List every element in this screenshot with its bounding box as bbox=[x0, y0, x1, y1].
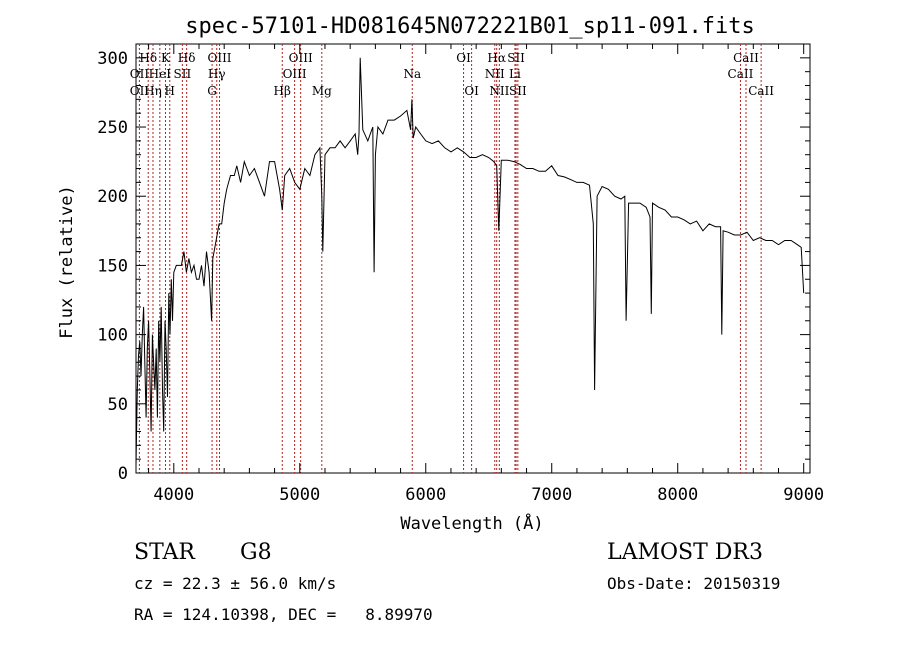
survey-name: LAMOST DR3 bbox=[607, 540, 763, 565]
coordinates: RA = 124.10398, DEC = 8.89970 bbox=[134, 605, 433, 624]
redshift-velocity: cz = 22.3 ± 56.0 km/s bbox=[134, 574, 337, 593]
line-label-18: OI bbox=[464, 84, 479, 98]
line-label-9: OIII bbox=[207, 51, 231, 65]
object-class: STAR bbox=[134, 540, 195, 565]
line-label-22: Li bbox=[509, 67, 521, 81]
spectrum-line bbox=[135, 57, 805, 467]
object-subclass: G8 bbox=[240, 540, 272, 565]
line-label-11: G bbox=[207, 84, 217, 98]
line-label-4: HeI bbox=[149, 67, 172, 81]
y-tick-label-2: 100 bbox=[97, 326, 128, 346]
line-label-6: SII bbox=[174, 67, 192, 81]
line-label-5: Hη bbox=[144, 84, 162, 98]
line-label-23: NII bbox=[489, 84, 509, 98]
x-tick-label-4: 8000 bbox=[657, 485, 698, 505]
line-label-21: NII bbox=[485, 67, 505, 81]
x-tick-label-2: 6000 bbox=[405, 485, 446, 505]
observation-date: Obs-Date: 20150319 bbox=[607, 574, 781, 593]
line-label-2: OII bbox=[130, 84, 150, 98]
line-label-8: Hδ bbox=[178, 51, 196, 65]
line-label-17: OI bbox=[456, 51, 471, 65]
line-label-16: Na bbox=[403, 67, 421, 81]
line-label-3: K bbox=[161, 51, 171, 65]
line-label-26: CaII bbox=[728, 67, 754, 81]
line-label-27: CaII bbox=[748, 84, 774, 98]
line-label-15: Mg bbox=[312, 84, 332, 98]
emission-line-markers bbox=[138, 44, 762, 473]
line-label-13: OIII bbox=[289, 51, 313, 65]
y-axis-label: Flux (relative) bbox=[57, 185, 77, 339]
y-tick-label-5: 250 bbox=[97, 118, 128, 138]
x-tick-label-3: 7000 bbox=[531, 485, 572, 505]
line-label-24: SII bbox=[509, 84, 527, 98]
x-axis-label: Wavelength (Å) bbox=[400, 512, 543, 534]
line-label-20: SII bbox=[507, 51, 525, 65]
y-tick-label-1: 50 bbox=[108, 395, 128, 415]
x-tick-label-5: 9000 bbox=[783, 485, 824, 505]
y-tick-label-4: 200 bbox=[97, 187, 128, 207]
line-label-19: Hα bbox=[487, 51, 506, 65]
line-label-10: Hγ bbox=[208, 67, 226, 81]
line-label-1: OII bbox=[130, 67, 150, 81]
line-label-12: Hβ bbox=[274, 84, 291, 98]
y-axis-ticks: 0 50 100 150 200 250 300 bbox=[97, 49, 810, 484]
x-tick-label-0: 4000 bbox=[153, 485, 194, 505]
emission-line-labels: Hδ OII OII K HeI Hη SII H Hδ OIII Hγ G Hβ OIII OIII Mg N… bbox=[130, 51, 775, 98]
x-tick-label-1: 5000 bbox=[279, 485, 320, 505]
line-label-25: CaII bbox=[733, 51, 759, 65]
x-axis-ticks: 4000 5000 6000 7000 8000 9000 bbox=[148, 44, 824, 505]
line-label-7: H bbox=[165, 84, 175, 98]
line-label-14: OIII bbox=[283, 67, 307, 81]
y-tick-label-0: 0 bbox=[118, 464, 128, 484]
y-tick-label-3: 150 bbox=[97, 256, 128, 276]
y-tick-label-6: 300 bbox=[97, 49, 128, 69]
plot-frame bbox=[135, 43, 811, 474]
line-label-0: Hδ bbox=[139, 51, 157, 65]
chart-title: spec-57101-HD081645N072221B01_sp11-091.f… bbox=[185, 14, 755, 39]
